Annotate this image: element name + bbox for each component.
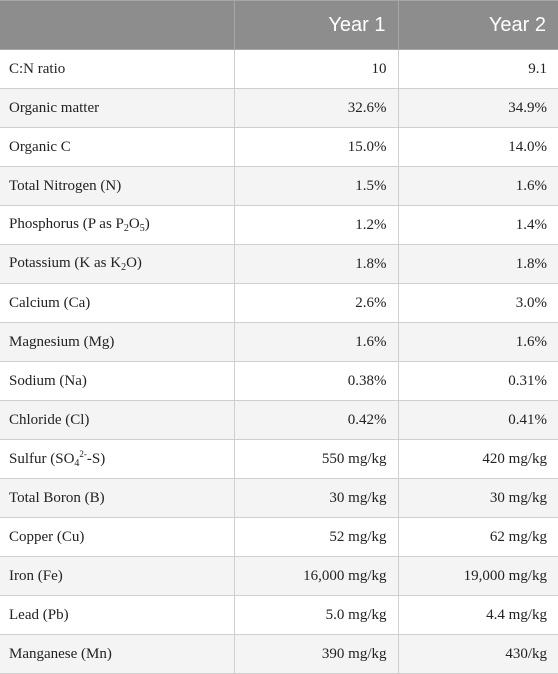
parameter-cell: Calcium (Ca) bbox=[0, 283, 235, 323]
year-2-value: 1.4% bbox=[397, 205, 558, 245]
parameter-text: C:N ratio bbox=[9, 60, 66, 77]
year-2-value: 0.41% bbox=[397, 400, 558, 440]
year-1-value: 16,000 mg/kg bbox=[233, 556, 399, 596]
header-cell-year-2: Year 2 bbox=[397, 0, 558, 50]
parameter-cell: C:N ratio bbox=[0, 49, 235, 89]
parameter-text: Phosphorus (P as P bbox=[9, 216, 124, 232]
parameter-cell: Total Nitrogen (N) bbox=[0, 166, 235, 206]
table-row: Calcium (Ca) 2.6% 3.0% bbox=[0, 283, 558, 323]
table-row: Total Boron (B) 30 mg/kg 30 mg/kg bbox=[0, 478, 558, 518]
subscript: 4 bbox=[74, 458, 80, 469]
parameter-text: O bbox=[128, 216, 140, 232]
year-1-value: 32.6% bbox=[233, 88, 399, 128]
year-2-value: 430/kg bbox=[397, 634, 558, 674]
parameter-text: Potassium (K as K bbox=[9, 255, 122, 271]
table-body: C:N ratio 10 9.1 Organic matter 32.6% 34… bbox=[0, 49, 558, 674]
table-row: Manganese (Mn) 390 mg/kg 430/kg bbox=[0, 634, 558, 674]
superscript: 2- bbox=[79, 449, 87, 459]
year-2-value: 420 mg/kg bbox=[397, 439, 558, 479]
parameter-text: Sulfur (SO bbox=[9, 451, 75, 467]
parameter-text: ) bbox=[144, 216, 150, 232]
year-1-value: 550 mg/kg bbox=[233, 439, 399, 479]
parameter-text: Total Boron (B) bbox=[9, 489, 105, 506]
parameter-text: Manganese (Mn) bbox=[9, 645, 112, 662]
table-row: Iron (Fe) 16,000 mg/kg 19,000 mg/kg bbox=[0, 556, 558, 596]
year-1-value: 390 mg/kg bbox=[233, 634, 399, 674]
parameter-text: Chloride (Cl) bbox=[9, 411, 90, 428]
parameter-cell: Total Boron (B) bbox=[0, 478, 235, 518]
header-cell-parameter bbox=[0, 0, 235, 50]
header-row: Year 1 Year 2 bbox=[0, 0, 558, 50]
parameter-cell: Organic matter bbox=[0, 88, 235, 128]
header-cell-year-1: Year 1 bbox=[233, 0, 399, 50]
table-row: Magnesium (Mg) 1.6% 1.6% bbox=[0, 322, 558, 362]
year-1-value: 52 mg/kg bbox=[233, 517, 399, 557]
parameter-text: Iron (Fe) bbox=[9, 567, 63, 584]
parameter-cell: Sulfur (SO42--S) bbox=[0, 439, 235, 479]
table-row: Sulfur (SO42--S) 550 mg/kg 420 mg/kg bbox=[0, 439, 558, 479]
year-2-value: 3.0% bbox=[397, 283, 558, 323]
table-row: Potassium (K as K2O) 1.8% 1.8% bbox=[0, 244, 558, 284]
year-2-value: 14.0% bbox=[397, 127, 558, 167]
year-2-value: 34.9% bbox=[397, 88, 558, 128]
parameter-cell: Chloride (Cl) bbox=[0, 400, 235, 440]
parameter-text: Lead (Pb) bbox=[9, 606, 69, 623]
year-1-value: 1.2% bbox=[233, 205, 399, 245]
year-2-value: 4.4 mg/kg bbox=[397, 595, 558, 635]
table-row: Chloride (Cl) 0.42% 0.41% bbox=[0, 400, 558, 440]
subscript: 5 bbox=[139, 223, 145, 234]
year-1-value: 0.42% bbox=[233, 400, 399, 440]
table-header: Year 1 Year 2 bbox=[0, 0, 558, 50]
parameter-cell: Copper (Cu) bbox=[0, 517, 235, 557]
parameter-cell: Manganese (Mn) bbox=[0, 634, 235, 674]
parameter-cell: Phosphorus (P as P2O5) bbox=[0, 205, 235, 245]
table-row: Copper (Cu) 52 mg/kg 62 mg/kg bbox=[0, 517, 558, 557]
parameter-text: Organic C bbox=[9, 138, 71, 155]
table-row: C:N ratio 10 9.1 bbox=[0, 49, 558, 89]
parameter-text: -S) bbox=[86, 451, 106, 467]
parameter-text: Magnesium (Mg) bbox=[9, 333, 115, 350]
table-row: Sodium (Na) 0.38% 0.31% bbox=[0, 361, 558, 401]
table-row: Organic C 15.0% 14.0% bbox=[0, 127, 558, 167]
year-1-value: 1.6% bbox=[233, 322, 399, 362]
year-2-value: 0.31% bbox=[397, 361, 558, 401]
parameter-text: Total Nitrogen (N) bbox=[9, 177, 122, 194]
year-2-value: 1.6% bbox=[397, 322, 558, 362]
parameter-text: Organic matter bbox=[9, 99, 100, 116]
year-1-value: 30 mg/kg bbox=[233, 478, 399, 518]
parameter-text: Copper (Cu) bbox=[9, 528, 85, 545]
year-1-value: 10 bbox=[233, 49, 399, 89]
year-2-value: 1.8% bbox=[397, 244, 558, 284]
table-row: Organic matter 32.6% 34.9% bbox=[0, 88, 558, 128]
parameter-text: Calcium (Ca) bbox=[9, 294, 91, 311]
parameter-cell: Potassium (K as K2O) bbox=[0, 244, 235, 284]
year-2-value: 9.1 bbox=[397, 49, 558, 89]
parameter-cell: Organic C bbox=[0, 127, 235, 167]
parameter-cell: Lead (Pb) bbox=[0, 595, 235, 635]
parameter-cell: Magnesium (Mg) bbox=[0, 322, 235, 362]
year-1-value: 5.0 mg/kg bbox=[233, 595, 399, 635]
year-1-value: 1.5% bbox=[233, 166, 399, 206]
year-1-value: 1.8% bbox=[233, 244, 399, 284]
year-1-value: 0.38% bbox=[233, 361, 399, 401]
year-2-value: 30 mg/kg bbox=[397, 478, 558, 518]
year-1-value: 15.0% bbox=[233, 127, 399, 167]
year-2-value: 62 mg/kg bbox=[397, 517, 558, 557]
year-1-value: 2.6% bbox=[233, 283, 399, 323]
parameter-cell: Sodium (Na) bbox=[0, 361, 235, 401]
table-row: Lead (Pb) 5.0 mg/kg 4.4 mg/kg bbox=[0, 595, 558, 635]
parameter-cell: Iron (Fe) bbox=[0, 556, 235, 596]
table-row: Phosphorus (P as P2O5) 1.2% 1.4% bbox=[0, 205, 558, 245]
subscript: 2 bbox=[121, 262, 127, 273]
subscript: 2 bbox=[123, 223, 129, 234]
parameter-text: Sodium (Na) bbox=[9, 372, 87, 389]
year-2-value: 1.6% bbox=[397, 166, 558, 206]
parameter-text: O) bbox=[126, 255, 142, 271]
table-row: Total Nitrogen (N) 1.5% 1.6% bbox=[0, 166, 558, 206]
year-2-value: 19,000 mg/kg bbox=[397, 556, 558, 596]
